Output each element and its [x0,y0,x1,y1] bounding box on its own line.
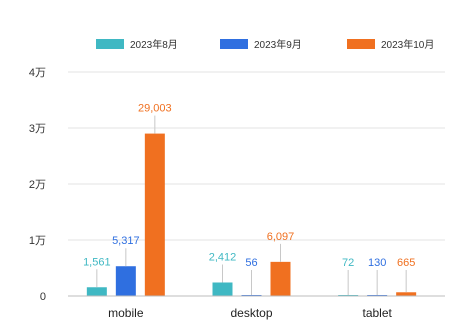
x-axis: mobile desktop tablet [68,295,445,320]
y-tick-label: 2万 [29,179,46,191]
legend-swatch [96,39,124,49]
y-tick-label: 1万 [29,235,46,247]
y-tick-label: 4万 [29,67,46,79]
legend-label: 2023年8月 [130,38,178,51]
bar-desktop-1 [212,282,233,296]
legend: 2023年8月 2023年9月 2023年10月 [96,38,434,51]
y-tick-label: 3万 [29,123,46,135]
y-axis: 0 1万 2万 3万 4万 [29,67,46,303]
legend-label: 2023年9月 [254,38,302,51]
bar-desktop-3 [270,261,291,296]
legend-swatch [220,39,248,49]
data-label: 6,097 [267,231,295,243]
category-label: tablet [362,306,392,320]
data-label: 29,003 [138,103,172,115]
data-label: 72 [342,257,354,269]
category-label: desktop [230,306,272,320]
bar-tablet-3 [396,292,417,296]
bar-mobile-1 [86,287,107,296]
data-label: 5,317 [112,235,140,247]
data-label: 56 [245,257,257,269]
data-label: 1,561 [83,256,111,268]
data-label: 130 [368,257,386,269]
data-label: 665 [397,257,415,269]
bar-mobile-2 [115,266,136,296]
y-tick-label: 0 [40,291,46,303]
legend-label: 2023年10月 [381,38,434,51]
bar-mobile-3 [144,133,165,296]
data-label: 2,412 [209,251,237,263]
gridlines [68,71,445,241]
legend-swatch [347,39,375,49]
category-label: mobile [108,306,144,320]
